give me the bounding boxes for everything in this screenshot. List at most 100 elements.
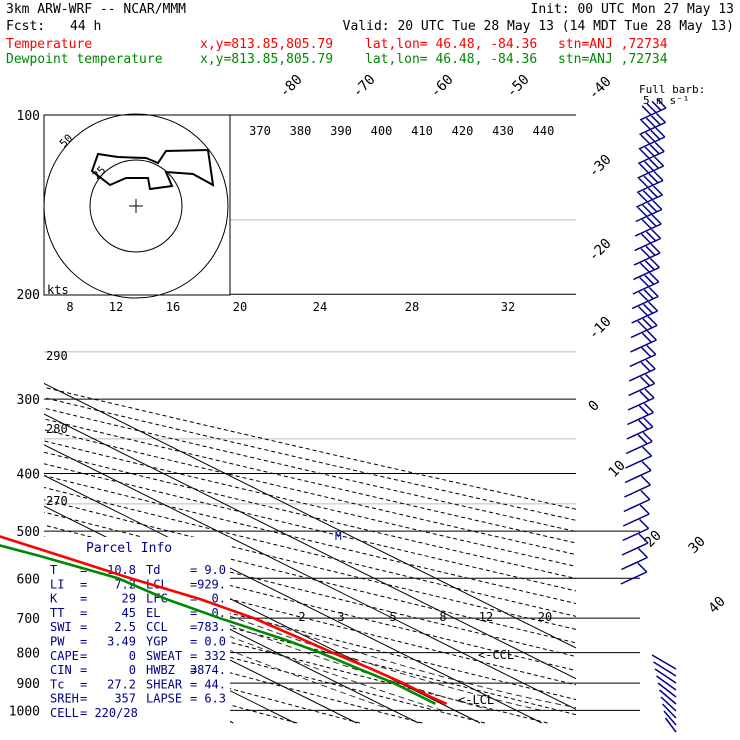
pressure-label: 100 <box>17 109 40 124</box>
ccl-annotation: <-CCL <box>478 648 514 662</box>
wind-barb <box>620 571 648 585</box>
wind-barb <box>641 233 652 244</box>
wind-barb <box>663 710 677 726</box>
parcel-value: 45 <box>122 606 136 620</box>
parcel-equals: = <box>190 692 197 706</box>
isotherm-label: 0 <box>586 398 603 415</box>
wind-barb <box>639 121 666 136</box>
wind-barb <box>622 527 649 542</box>
wind-barb <box>634 223 662 237</box>
theta-label: 280 <box>46 422 68 436</box>
wind-barb <box>629 353 657 368</box>
wind-barb <box>643 175 654 186</box>
wind-barb <box>637 165 664 179</box>
parcel-value: 7.2 <box>114 577 136 591</box>
hodograph-scale-label: 8 <box>66 300 73 314</box>
isotherm-label: 40 <box>706 594 729 617</box>
isotherm-label: -50 <box>504 72 533 101</box>
wind-barb <box>648 301 659 312</box>
wind-barb <box>641 219 652 230</box>
pressure-label: 1000 <box>9 704 40 719</box>
parcel-equals: = <box>80 620 87 634</box>
wind-barb <box>640 489 651 501</box>
wind-barb <box>660 696 677 712</box>
barb-key-value: 5 m s⁻¹ <box>643 94 689 107</box>
wind-barb <box>652 199 663 211</box>
parcel-equals: = <box>80 606 87 620</box>
wind-barb <box>630 324 658 339</box>
wind-barb <box>653 170 664 182</box>
theta-label: 270 <box>46 494 68 508</box>
wind-barb <box>646 216 657 227</box>
wind-barb <box>648 173 659 184</box>
hodograph-scale-label: 24 <box>313 300 327 314</box>
wind-barb <box>624 469 652 484</box>
parcel-key: SWEAT <box>146 649 182 663</box>
wind-barb <box>624 484 651 498</box>
wind-barb <box>642 446 653 457</box>
parcel-value: 44. <box>204 677 226 691</box>
isotherm-line <box>44 505 481 724</box>
parcel-key: TT <box>50 606 64 620</box>
wind-barb <box>650 115 661 126</box>
wind-barb <box>650 129 661 140</box>
hodograph-scale-label: 32 <box>501 300 515 314</box>
pressure-label: 200 <box>17 288 40 303</box>
temperature-line <box>0 535 448 705</box>
parcel-key: Tc <box>50 677 64 691</box>
parcel-info-panel <box>44 537 230 724</box>
wind-barb <box>640 475 651 486</box>
wind-barb <box>637 547 648 559</box>
wind-barb <box>640 134 651 145</box>
wind-barb <box>641 347 652 358</box>
isotherm-line <box>44 413 576 680</box>
parcel-key: LAPSE <box>146 692 182 706</box>
pressure-label: 800 <box>17 647 40 662</box>
theta-label: 400 <box>371 124 393 138</box>
wind-barb <box>639 390 650 401</box>
parcel-value: 332 <box>204 649 226 663</box>
isotherm-line <box>44 720 49 724</box>
wind-barb <box>642 204 653 215</box>
wind-barb <box>625 440 653 455</box>
parcel-equals: = <box>80 677 87 691</box>
dewpoint-legend-label: Dewpoint temperature <box>6 52 163 67</box>
wind-barb <box>656 675 677 691</box>
wind-barb <box>638 405 649 416</box>
parcel-equals: = <box>80 563 87 577</box>
wind-barb <box>626 426 654 440</box>
parcel-key: LI <box>50 577 64 591</box>
hodograph-ring-outer <box>43 113 229 299</box>
wind-barb <box>652 185 663 196</box>
hodograph-scale-label: 20 <box>233 300 247 314</box>
parcel-value: 29 <box>122 592 136 606</box>
wind-barb <box>648 286 659 298</box>
parcel-equals: = <box>190 592 197 606</box>
parcel-value: = 220/28 <box>80 706 138 720</box>
wind-barb <box>643 303 654 314</box>
wind-barb <box>645 117 656 128</box>
wind-barb <box>628 382 655 397</box>
parcel-value: 783. <box>197 620 226 634</box>
wind-barb <box>646 330 657 341</box>
dewpoint-legend-latlon: lat,lon= 46.48, -84.36 <box>365 52 538 67</box>
mixing-ratio-label: 2 <box>298 610 305 624</box>
theta-label: 430 <box>492 124 514 138</box>
wind-barb <box>655 112 666 124</box>
temperature-legend-latlon: lat,lon= 46.48, -84.36 <box>365 37 538 52</box>
wind-barb <box>645 359 656 370</box>
wind-barb <box>638 306 649 317</box>
isotherm-label: -10 <box>586 314 615 343</box>
parcel-value: 0 <box>129 649 136 663</box>
wind-barb <box>651 100 662 111</box>
model-title: 3km ARW-WRF -- NCAR/MMM <box>6 2 187 17</box>
theta-label: 440 <box>533 124 555 138</box>
parcel-key: T <box>50 563 57 577</box>
valid-time: Valid: 20 UTC Tue 28 May 13 (14 MDT Tue … <box>342 19 734 34</box>
isotherm-line <box>44 444 576 710</box>
parcel-value: 2.5 <box>114 620 136 634</box>
parcel-equals: = <box>190 606 197 620</box>
wind-barb <box>643 417 654 428</box>
wind-barb <box>647 315 658 327</box>
